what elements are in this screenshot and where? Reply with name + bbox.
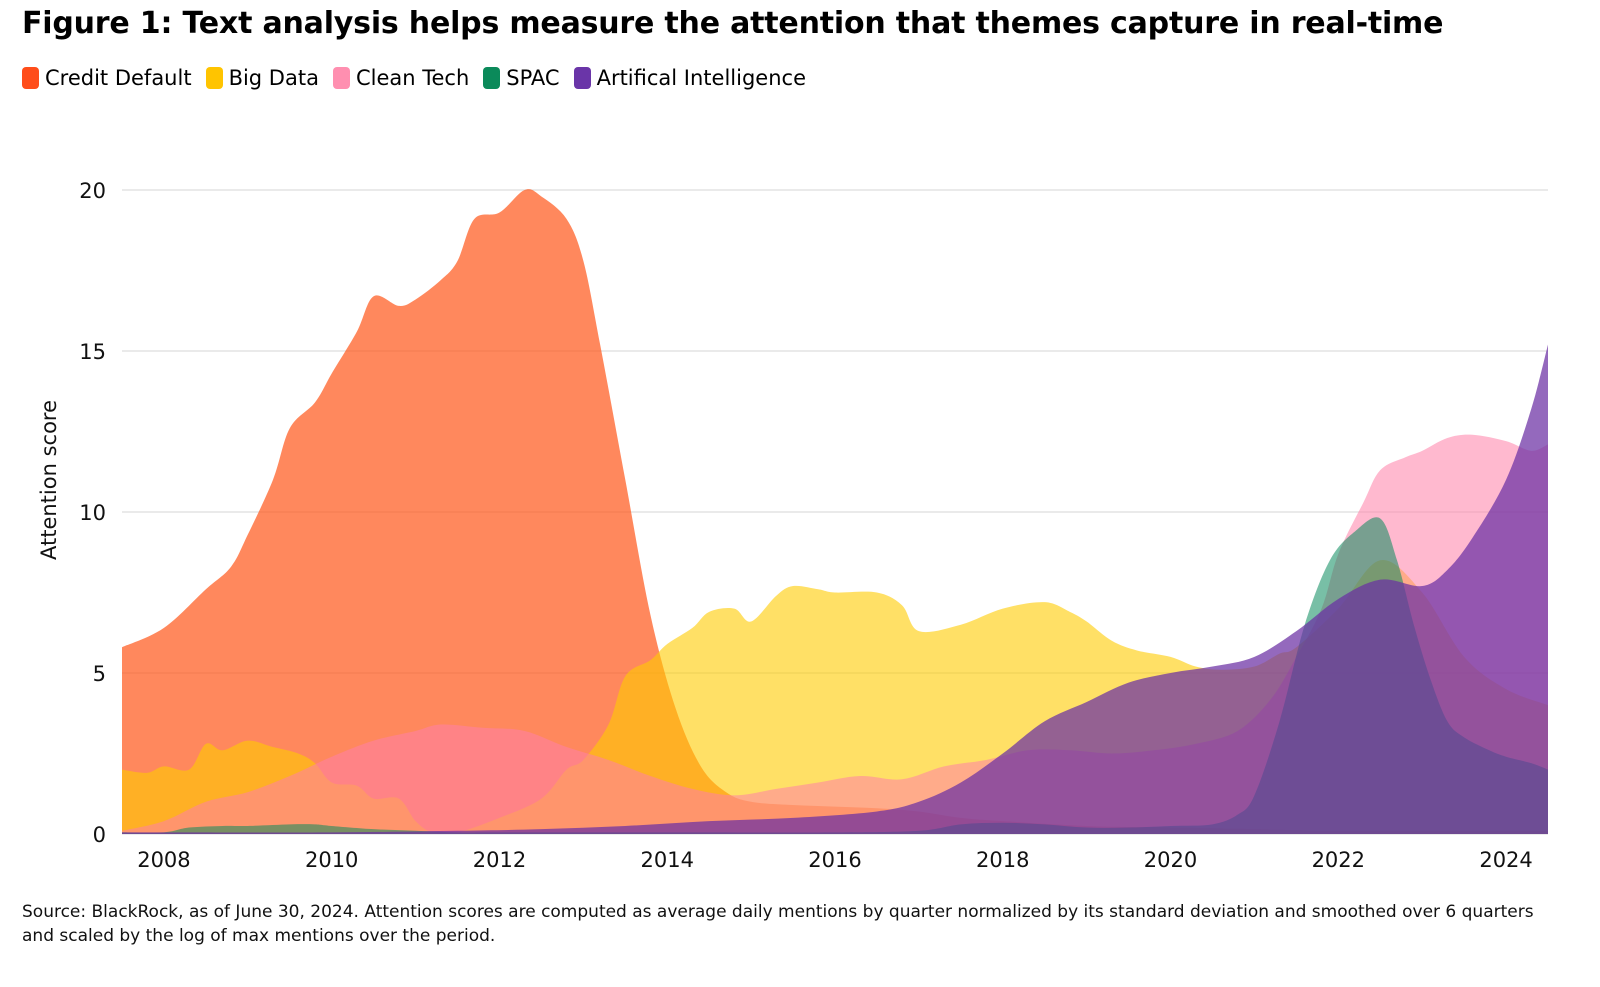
legend-swatch-artificial-intelligence [573,67,591,89]
x-tick-label: 2022 [1312,848,1365,872]
x-tick-label: 2012 [473,848,526,872]
legend-item-spac: SPAC [483,66,560,90]
y-tick-label: 5 [93,662,106,686]
y-tick-label: 20 [79,179,106,203]
area-clean-tech [122,434,1548,834]
x-tick-label: 2020 [1144,848,1197,872]
legend-item-big-data: Big Data [205,66,319,90]
y-tick-label: 15 [79,340,106,364]
area-artifical-intelligence [122,344,1548,834]
legend-swatch-credit-default [22,67,39,89]
legend-swatch-spac [483,67,501,89]
y-axis-ticks: 0 5 10 15 20 [79,179,106,847]
x-tick-label: 2024 [1479,848,1532,872]
legend-label-clean-tech: Clean Tech [355,66,470,90]
legend-swatch-big-data [205,67,223,89]
legend-label-spac: SPAC [506,66,560,90]
legend-swatch-clean-tech [332,67,350,89]
y-tick-label: 10 [79,501,106,525]
y-tick-label: 0 [93,823,106,847]
chart-title: Figure 1: Text analysis helps measure th… [22,6,1444,41]
legend-label-big-data: Big Data [228,66,319,90]
y-axis-label: Attention score [37,400,61,560]
legend-label-credit-default: Credit Default [45,66,192,90]
x-axis-ticks: 2008 2010 2012 2014 2016 2018 2020 2022 2024 [137,848,1533,872]
x-tick-label: 2016 [808,848,861,872]
x-tick-label: 2010 [305,848,358,872]
x-tick-label: 2008 [137,848,190,872]
legend-item-credit-default: Credit Default [22,66,192,90]
area-credit-default [122,189,1548,835]
area-series [122,189,1548,835]
chart-legend: Credit Default Big Data Clean Tech SPAC … [22,66,806,90]
legend-item-clean-tech: Clean Tech [332,66,470,90]
source-note: Source: BlackRock, as of June 30, 2024. … [22,902,1534,946]
x-tick-label: 2014 [641,848,694,872]
legend-label-artificial-intelligence: Artifical Intelligence [596,66,806,90]
x-tick-label: 2018 [976,848,1029,872]
legend-item-artificial-intelligence: Artifical Intelligence [573,66,806,90]
